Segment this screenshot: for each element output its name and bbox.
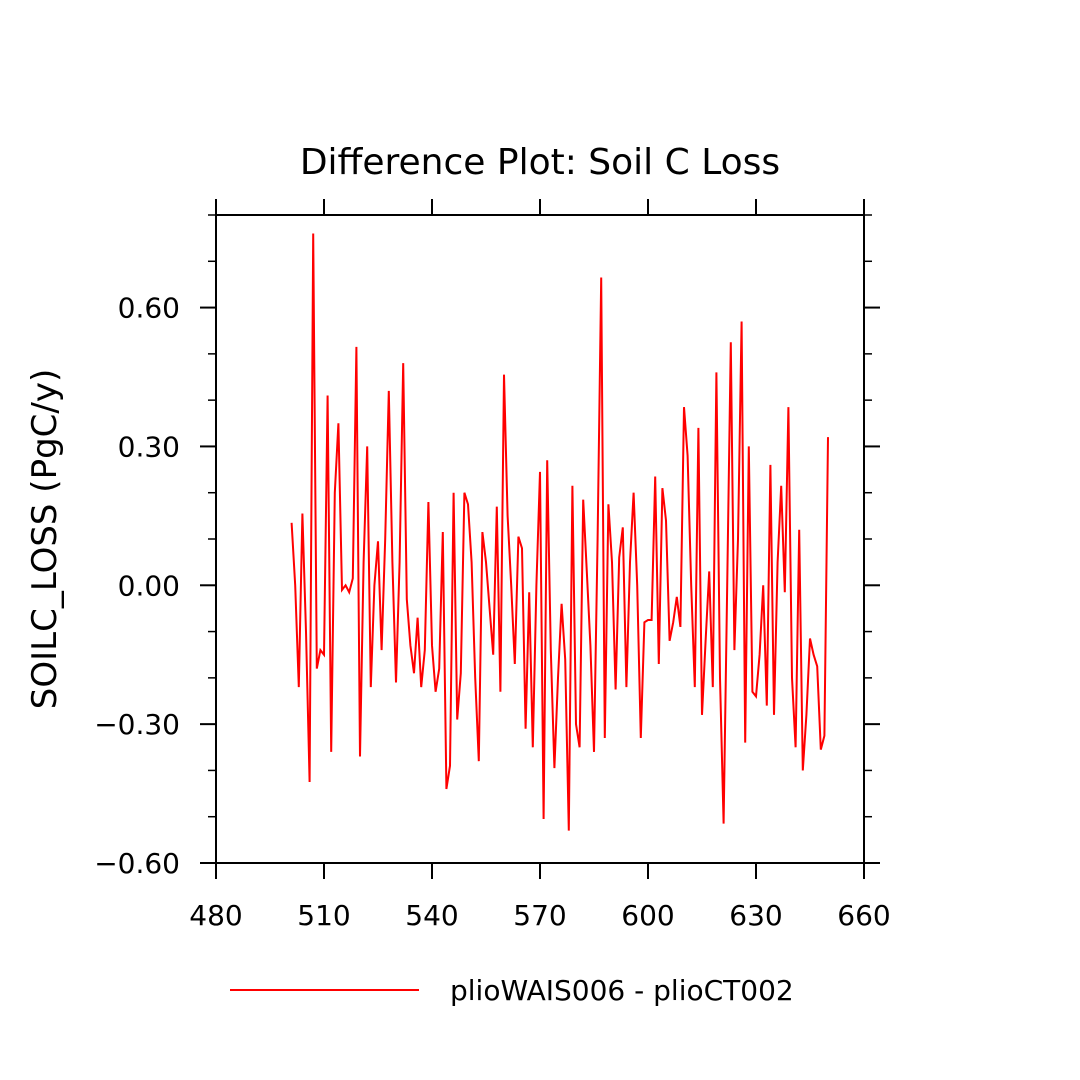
legend: plioWAIS006 - plioCT002	[230, 974, 794, 1007]
x-tick-label: 600	[621, 899, 674, 932]
legend-label: plioWAIS006 - plioCT002	[450, 974, 794, 1007]
y-tick-label: 0.00	[118, 569, 180, 602]
y-axis-label: SOILC_LOSS (PgC/y)	[25, 369, 65, 709]
x-tick-label: 630	[729, 899, 782, 932]
axis-ticks	[200, 199, 880, 879]
x-tick-labels: 480 510 540 570 600 630 660	[189, 899, 890, 932]
x-tick-label: 570	[513, 899, 566, 932]
x-tick-label: 660	[837, 899, 890, 932]
x-tick-label: 480	[189, 899, 242, 932]
series-line	[290, 233, 829, 831]
x-tick-label: 510	[297, 899, 350, 932]
y-tick-label: −0.60	[94, 847, 180, 880]
y-tick-label: 0.30	[118, 430, 180, 463]
x-tick-label: 540	[405, 899, 458, 932]
y-tick-label: 0.60	[118, 292, 180, 325]
chart-title: Difference Plot: Soil C Loss	[300, 142, 780, 183]
y-tick-label: −0.30	[94, 708, 180, 741]
y-tick-labels: −0.60 −0.30 0.00 0.30 0.60	[94, 292, 180, 880]
